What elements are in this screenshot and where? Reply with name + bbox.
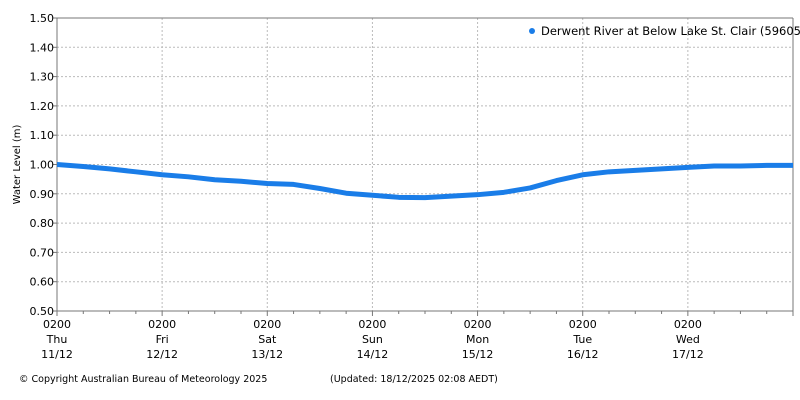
x-tick-label: 0200 — [569, 318, 597, 331]
x-tick-label: 15/12 — [462, 348, 494, 361]
y-tick-label: 1.50 — [30, 12, 55, 25]
y-tick-label: 0.70 — [30, 246, 55, 259]
x-tick-label: 0200 — [358, 318, 386, 331]
y-tick-label: 1.10 — [30, 129, 55, 142]
copyright-text: © Copyright Australian Bureau of Meteoro… — [19, 374, 268, 385]
x-tick-label: 13/12 — [251, 348, 283, 361]
y-axis-label: Water Level (m) — [12, 124, 23, 204]
y-tick-label: 1.30 — [30, 71, 55, 84]
x-tick-label: 17/12 — [672, 348, 704, 361]
x-tick-label: 0200 — [674, 318, 702, 331]
x-tick-label: Wed — [676, 333, 700, 346]
x-tick-label: 12/12 — [146, 348, 178, 361]
series-line — [56, 162, 793, 201]
x-tick-label: 0200 — [148, 318, 176, 331]
x-tick-label: 16/12 — [567, 348, 599, 361]
x-tick-label: Sat — [258, 333, 277, 346]
y-tick-label: 1.20 — [30, 100, 55, 113]
x-tick-label: 0200 — [43, 318, 71, 331]
y-tick-label: 0.90 — [30, 188, 55, 201]
x-tick-label: Fri — [156, 333, 169, 346]
legend-label: Derwent River at Below Lake St. Clair (5… — [541, 24, 800, 38]
x-tick-label: Thu — [46, 333, 68, 346]
y-tick-label: 1.40 — [30, 41, 55, 54]
y-tick-label: 0.80 — [30, 217, 55, 230]
x-tick-label: Tue — [572, 333, 592, 346]
x-tick-label: 0200 — [253, 318, 281, 331]
y-tick-label: 0.60 — [30, 276, 55, 289]
x-tick-label: 11/12 — [41, 348, 73, 361]
x-tick-label: Mon — [466, 333, 489, 346]
y-tick-label: 0.50 — [30, 305, 55, 318]
x-tick-label: 0200 — [464, 318, 492, 331]
x-tick-label: 14/12 — [357, 348, 389, 361]
legend-marker — [529, 28, 535, 34]
y-tick-label: 1.00 — [30, 159, 55, 172]
x-tick-label: Sun — [362, 333, 383, 346]
updated-text: (Updated: 18/12/2025 02:08 AEDT) — [330, 374, 498, 385]
